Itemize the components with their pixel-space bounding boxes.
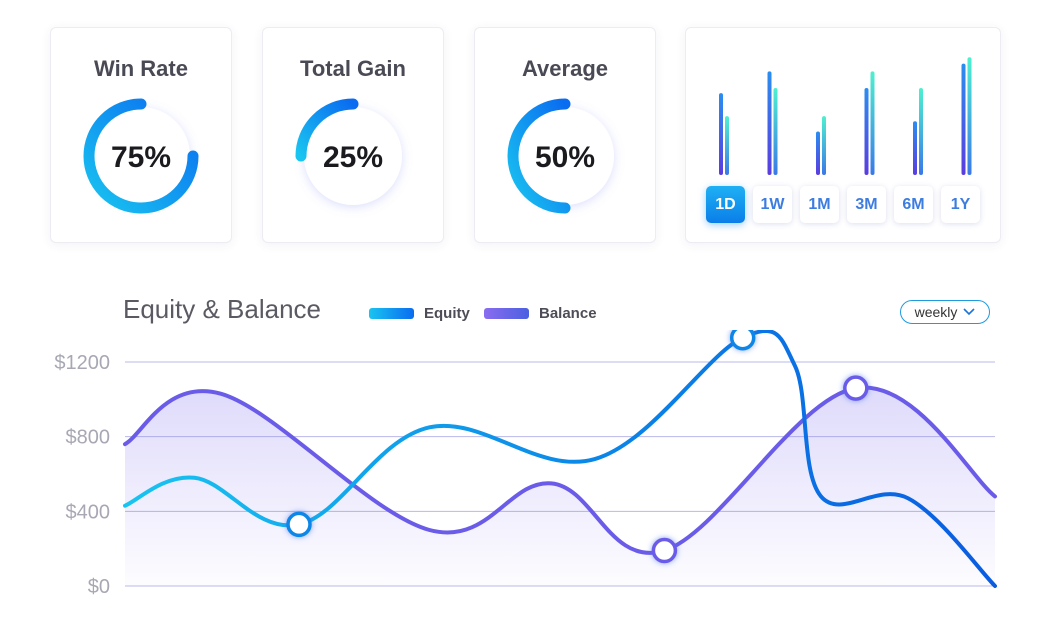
gauge-disc [304, 107, 402, 205]
total-gain-title: Total Gain [300, 56, 406, 81]
period-button-3m[interactable]: 3M [847, 186, 886, 223]
period-button-6m[interactable]: 6M [894, 186, 933, 223]
period-dropdown[interactable]: weekly [900, 300, 990, 324]
total-gain-card: Total Gain 25% [262, 27, 444, 243]
legend-equity-label: Equity [424, 305, 470, 322]
mini-bar [725, 116, 729, 175]
gauge-value: 50% [535, 141, 595, 174]
legend-balance-label: Balance [539, 305, 597, 322]
average-card: Average 50% [474, 27, 656, 243]
period-button-1w[interactable]: 1W [753, 186, 792, 223]
period-button-1m[interactable]: 1M [800, 186, 839, 223]
legend-equity-swatch [369, 308, 414, 319]
gauge-disc [516, 107, 614, 205]
period-button-1y[interactable]: 1Y [941, 186, 980, 223]
gauge-arc [507, 98, 571, 214]
equity-marker[interactable] [286, 511, 312, 538]
mini-bar [967, 57, 972, 175]
gauge-arc [83, 98, 199, 214]
gauge-value: 75% [111, 141, 171, 174]
legend-balance: Balance [484, 305, 597, 322]
period-button-1d[interactable]: 1D [706, 186, 745, 223]
gauge-arc [295, 98, 359, 162]
period-dropdown-label: weekly [914, 304, 958, 320]
mini-bar [870, 71, 875, 175]
average-gauge: 50% [507, 98, 614, 214]
mini-bar [864, 87, 869, 175]
win-rate-card: Win Rate 75% [50, 27, 232, 243]
mini-bar [767, 71, 772, 175]
mini-bar [719, 93, 723, 175]
mini-bar [919, 87, 923, 175]
mini-bar [822, 116, 826, 175]
total-gain-gauge: 25% [295, 98, 402, 205]
y-tick-label: $800 [66, 427, 111, 449]
balance-marker[interactable] [843, 375, 869, 401]
equity-marker[interactable] [729, 330, 756, 351]
average-title: Average [521, 56, 608, 81]
y-tick-label: $0 [88, 576, 110, 598]
y-tick-label: $1200 [54, 352, 110, 374]
mini-bar-chart [719, 57, 972, 175]
win-rate-gauge: 75% [83, 98, 199, 214]
chart-title: Equity & Balance [123, 294, 322, 324]
win-rate-title: Win Rate [94, 56, 188, 81]
legend-balance-swatch [484, 308, 529, 319]
mini-bar [773, 87, 778, 175]
chevron-down-icon [963, 308, 975, 316]
gauge-disc [92, 107, 190, 205]
period-selector: 1D 1W 1M 3M 6M 1Y [706, 186, 980, 223]
y-tick-label: $400 [66, 501, 111, 523]
balance-marker[interactable] [651, 537, 678, 564]
legend-equity: Equity [369, 305, 470, 322]
equity-balance-chart: $1200 $800 $400 $0 [54, 330, 997, 598]
mini-bar [816, 131, 820, 175]
mini-bar [913, 121, 917, 175]
equity-line [123, 330, 997, 588]
mini-bar [961, 63, 966, 175]
period-card: 1D 1W 1M 3M 6M 1Y [685, 27, 1001, 243]
gauge-value: 25% [323, 141, 383, 174]
